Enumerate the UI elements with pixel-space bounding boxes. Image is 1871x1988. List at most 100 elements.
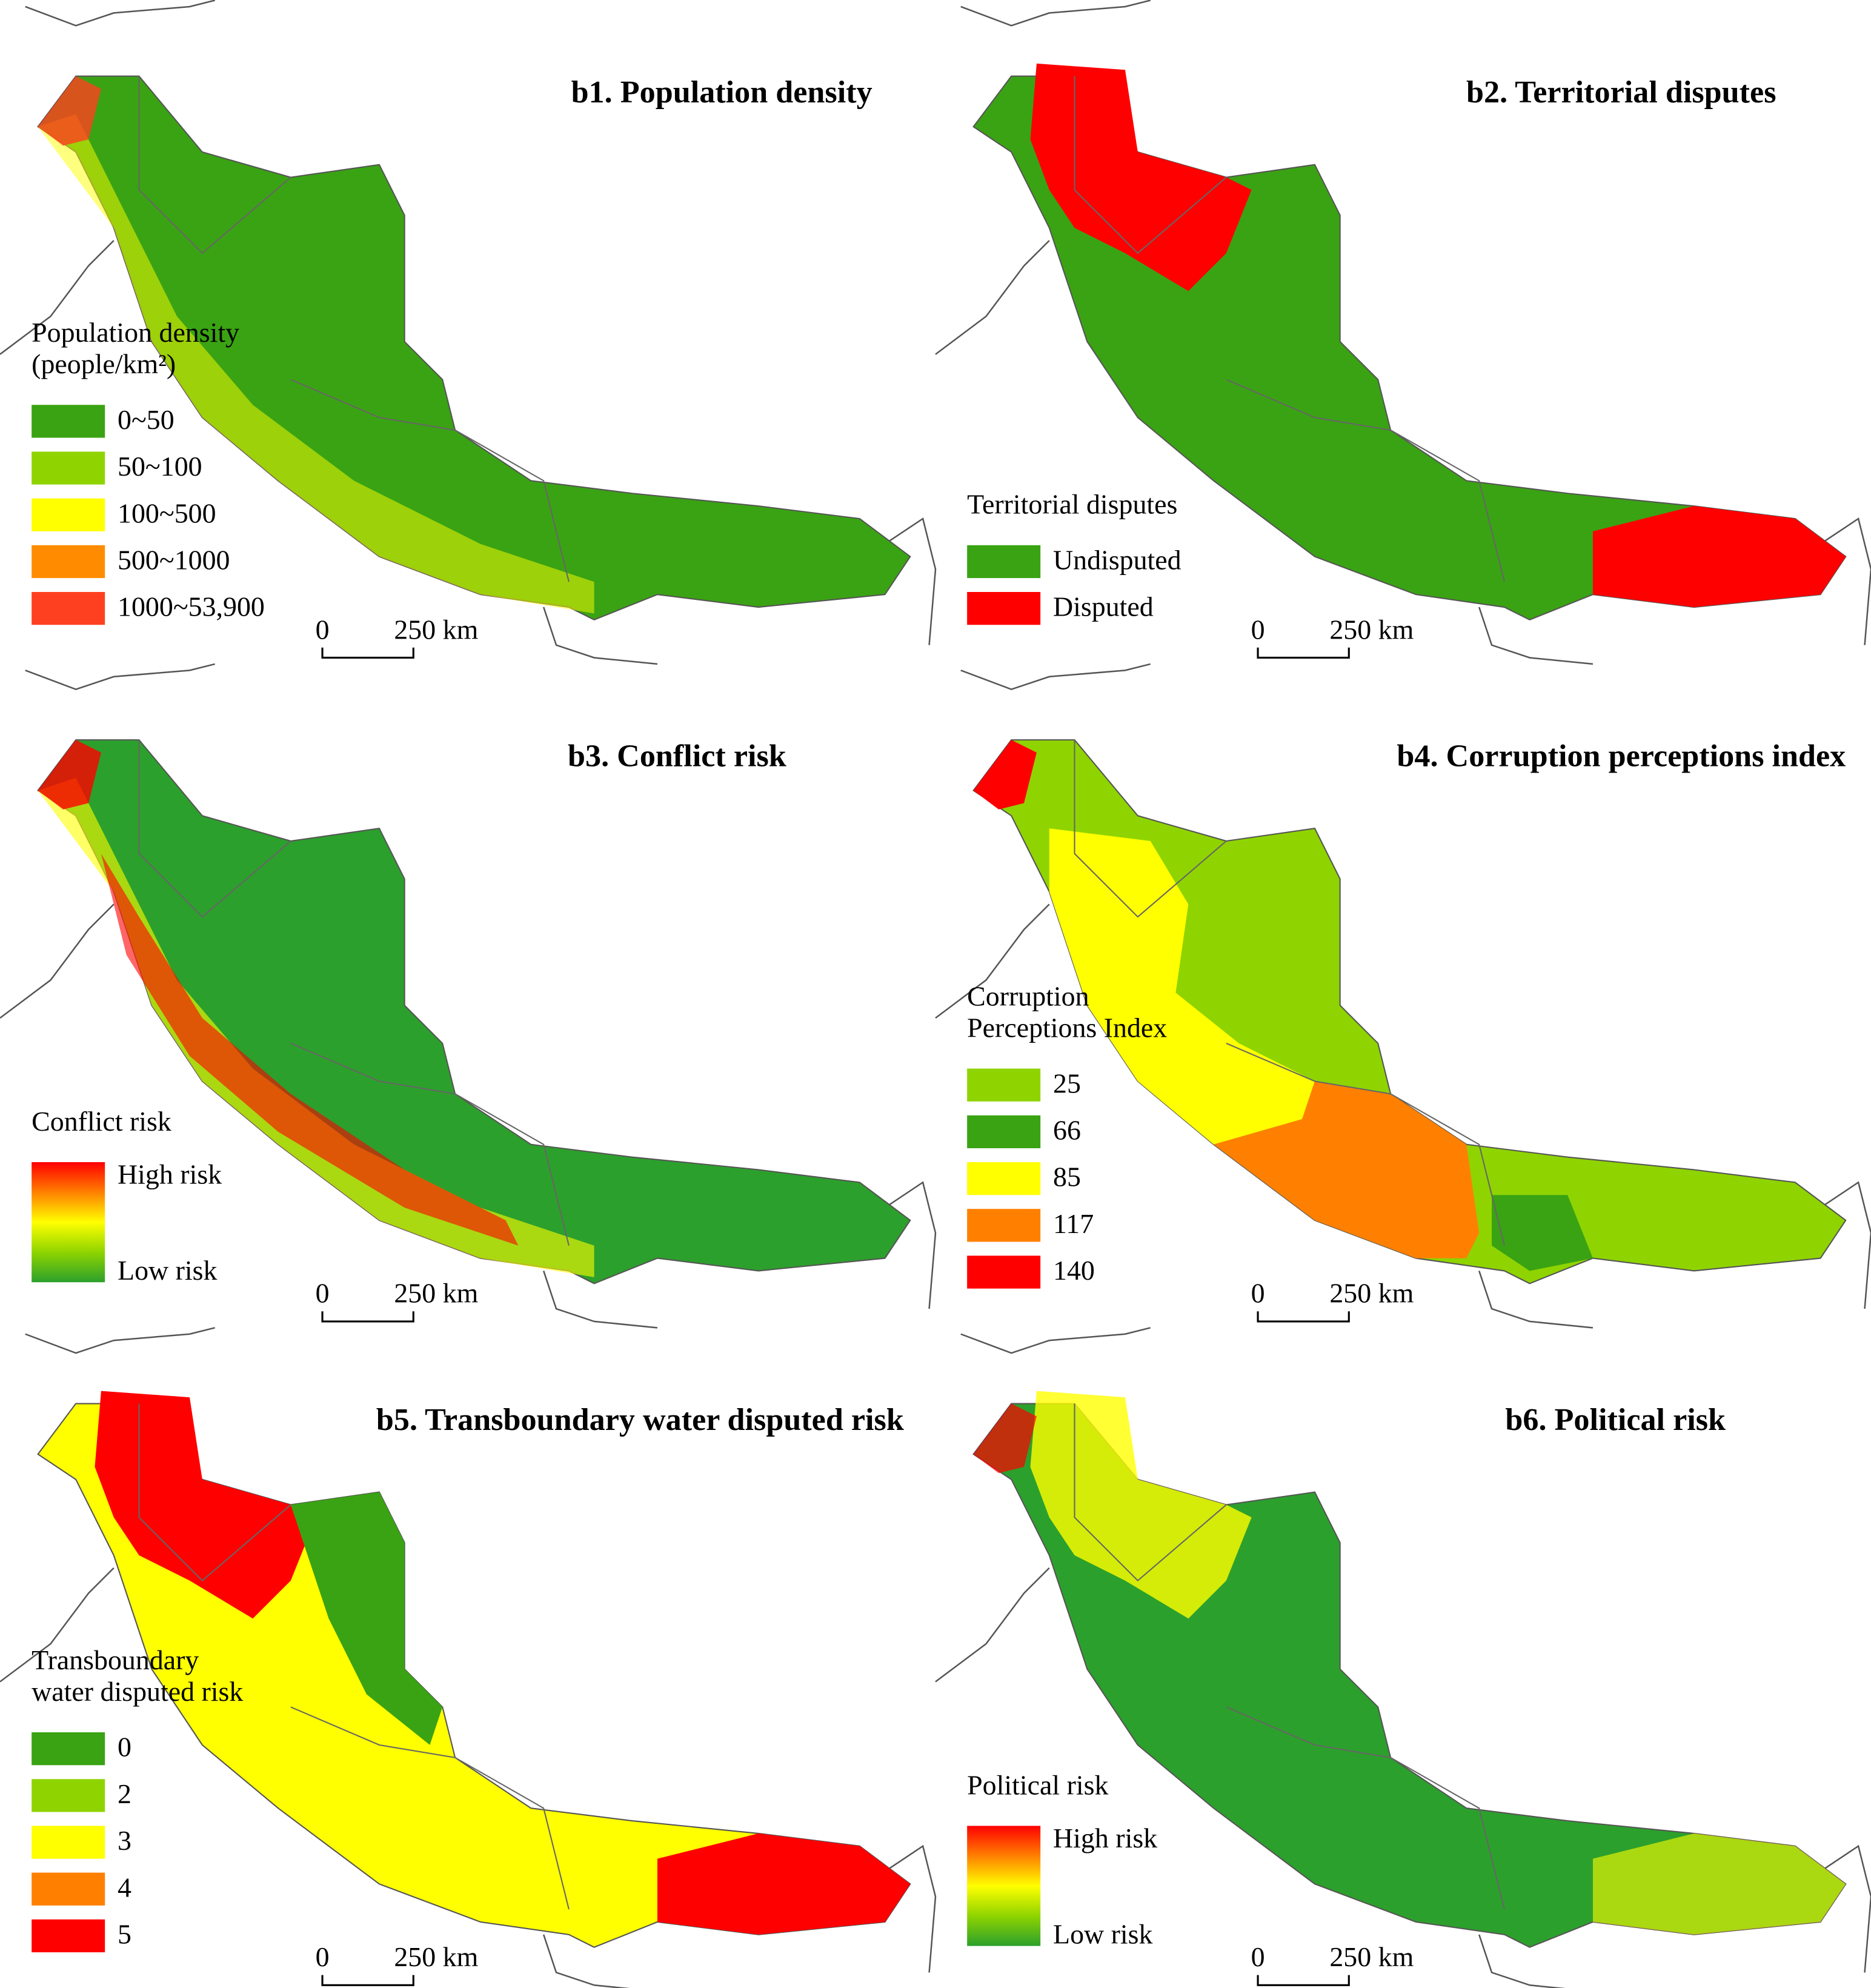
- country-border: [1478, 607, 1594, 665]
- legend-high: High risk: [118, 1159, 222, 1190]
- scale-end: 250 km: [394, 614, 478, 645]
- internal-border: [1226, 379, 1505, 582]
- map-region: [38, 777, 594, 1277]
- legend-label: 0: [118, 1732, 131, 1763]
- map-region: [290, 1492, 443, 1745]
- scale-end: 250 km: [1329, 1941, 1414, 1972]
- legend-label: 5: [118, 1919, 131, 1950]
- legend-title: Political risk: [967, 1769, 1108, 1800]
- country-border: [25, 1327, 216, 1354]
- map-region: [38, 114, 594, 614]
- legend-ramp: [967, 1826, 1041, 1946]
- country-border: [960, 1327, 1151, 1354]
- country-border: [0, 1567, 115, 1683]
- legend-ramp: [32, 1162, 105, 1283]
- country-border: [1478, 1271, 1594, 1329]
- legend-swatch: [967, 1115, 1041, 1149]
- panel-title: b1. Population density: [571, 75, 872, 110]
- internal-border: [290, 1706, 570, 1910]
- internal-border: [138, 1403, 291, 1582]
- map-region: [1592, 1833, 1846, 1935]
- country-border: [0, 903, 115, 1019]
- scale-start: 0: [1251, 1941, 1265, 1972]
- panel-title: b2. Territorial disputes: [1466, 75, 1776, 110]
- internal-border: [138, 76, 291, 254]
- panel-title: b4. Corruption perceptions index: [1397, 739, 1846, 773]
- country-border: [543, 1934, 631, 1988]
- legend-label: 500~1000: [118, 545, 230, 576]
- scale-start: 0: [1251, 1278, 1265, 1309]
- internal-border: [1226, 1042, 1505, 1246]
- panel-title: b6. Political risk: [1505, 1403, 1726, 1437]
- legend-swatch: [32, 1919, 105, 1953]
- country-border: [935, 903, 1050, 1019]
- legend-swatch: [967, 1255, 1041, 1289]
- scale-bar: [321, 1311, 414, 1323]
- internal-border: [1074, 1403, 1227, 1582]
- legend-label: Disputed: [1053, 591, 1154, 622]
- legend-label: 50~100: [118, 451, 202, 482]
- country-border: [884, 517, 937, 645]
- legend-swatch: [32, 405, 105, 438]
- legend-swatch: [967, 591, 1041, 625]
- scale-start: 0: [316, 1278, 330, 1309]
- map-region: [1592, 506, 1846, 608]
- map-region: [101, 853, 519, 1246]
- legend-swatch: [967, 1209, 1041, 1242]
- scale-bar: [321, 647, 414, 659]
- legend-label: 117: [1053, 1208, 1094, 1239]
- country-border: [25, 663, 216, 690]
- map-region: [38, 76, 101, 146]
- legend-swatch: [32, 545, 105, 579]
- country-border: [543, 1271, 658, 1329]
- legend-title: water disputed risk: [32, 1676, 243, 1707]
- country-border: [0, 240, 115, 355]
- legend-swatch: [32, 451, 105, 485]
- country-border: [884, 1181, 937, 1309]
- country-border: [960, 0, 1151, 27]
- map-panel: b3. Conflict risk Conflict risk High risk L…: [0, 663, 937, 1329]
- legend-label: 1000~53,900: [118, 591, 265, 622]
- internal-border: [290, 379, 570, 582]
- scale-start: 0: [316, 614, 330, 645]
- country-border: [1819, 517, 1871, 645]
- panel-title: b5. Transboundary water disputed risk: [376, 1403, 904, 1437]
- legend-swatch: [967, 1162, 1041, 1195]
- legend-swatch: [32, 1872, 105, 1906]
- legend-label: 85: [1053, 1162, 1081, 1192]
- legend-high: High risk: [1053, 1823, 1157, 1853]
- map-region: [38, 740, 101, 809]
- legend-label: 0~50: [118, 404, 174, 435]
- legend-title: Transboundary: [32, 1644, 199, 1675]
- map-region: [1214, 1081, 1480, 1258]
- legend-label: Undisputed: [1053, 545, 1181, 576]
- map-region: [657, 1833, 911, 1935]
- scale-bar: [1257, 1975, 1350, 1986]
- legend-label: 66: [1053, 1115, 1081, 1146]
- internal-border: [1074, 740, 1227, 918]
- legend-label: 140: [1053, 1255, 1095, 1286]
- legend-title: Territorial disputes: [967, 489, 1177, 520]
- internal-border: [1074, 76, 1227, 254]
- map-panel: b6. Political risk Political risk High ris…: [935, 1327, 1871, 1988]
- country-border: [1819, 1844, 1871, 1973]
- legend-label: 4: [118, 1872, 131, 1903]
- panel-title: b3. Conflict risk: [568, 739, 786, 773]
- legend-swatch: [32, 1826, 105, 1859]
- legend-swatch: [967, 1068, 1041, 1102]
- legend-swatch: [32, 498, 105, 531]
- legend-title: (people/km²): [32, 348, 176, 379]
- map-region: [973, 1403, 1037, 1474]
- legend-title: Perceptions Index: [967, 1012, 1167, 1043]
- legend-swatch: [32, 591, 105, 625]
- legend-swatch: [967, 545, 1041, 579]
- map-region: [1492, 1195, 1593, 1271]
- scale-end: 250 km: [394, 1941, 478, 1972]
- legend-low: Low risk: [118, 1255, 217, 1286]
- scale-end: 250 km: [1329, 614, 1414, 645]
- map-region: [1049, 828, 1315, 1145]
- legend-label: 25: [1053, 1068, 1081, 1099]
- country-border: [935, 240, 1050, 355]
